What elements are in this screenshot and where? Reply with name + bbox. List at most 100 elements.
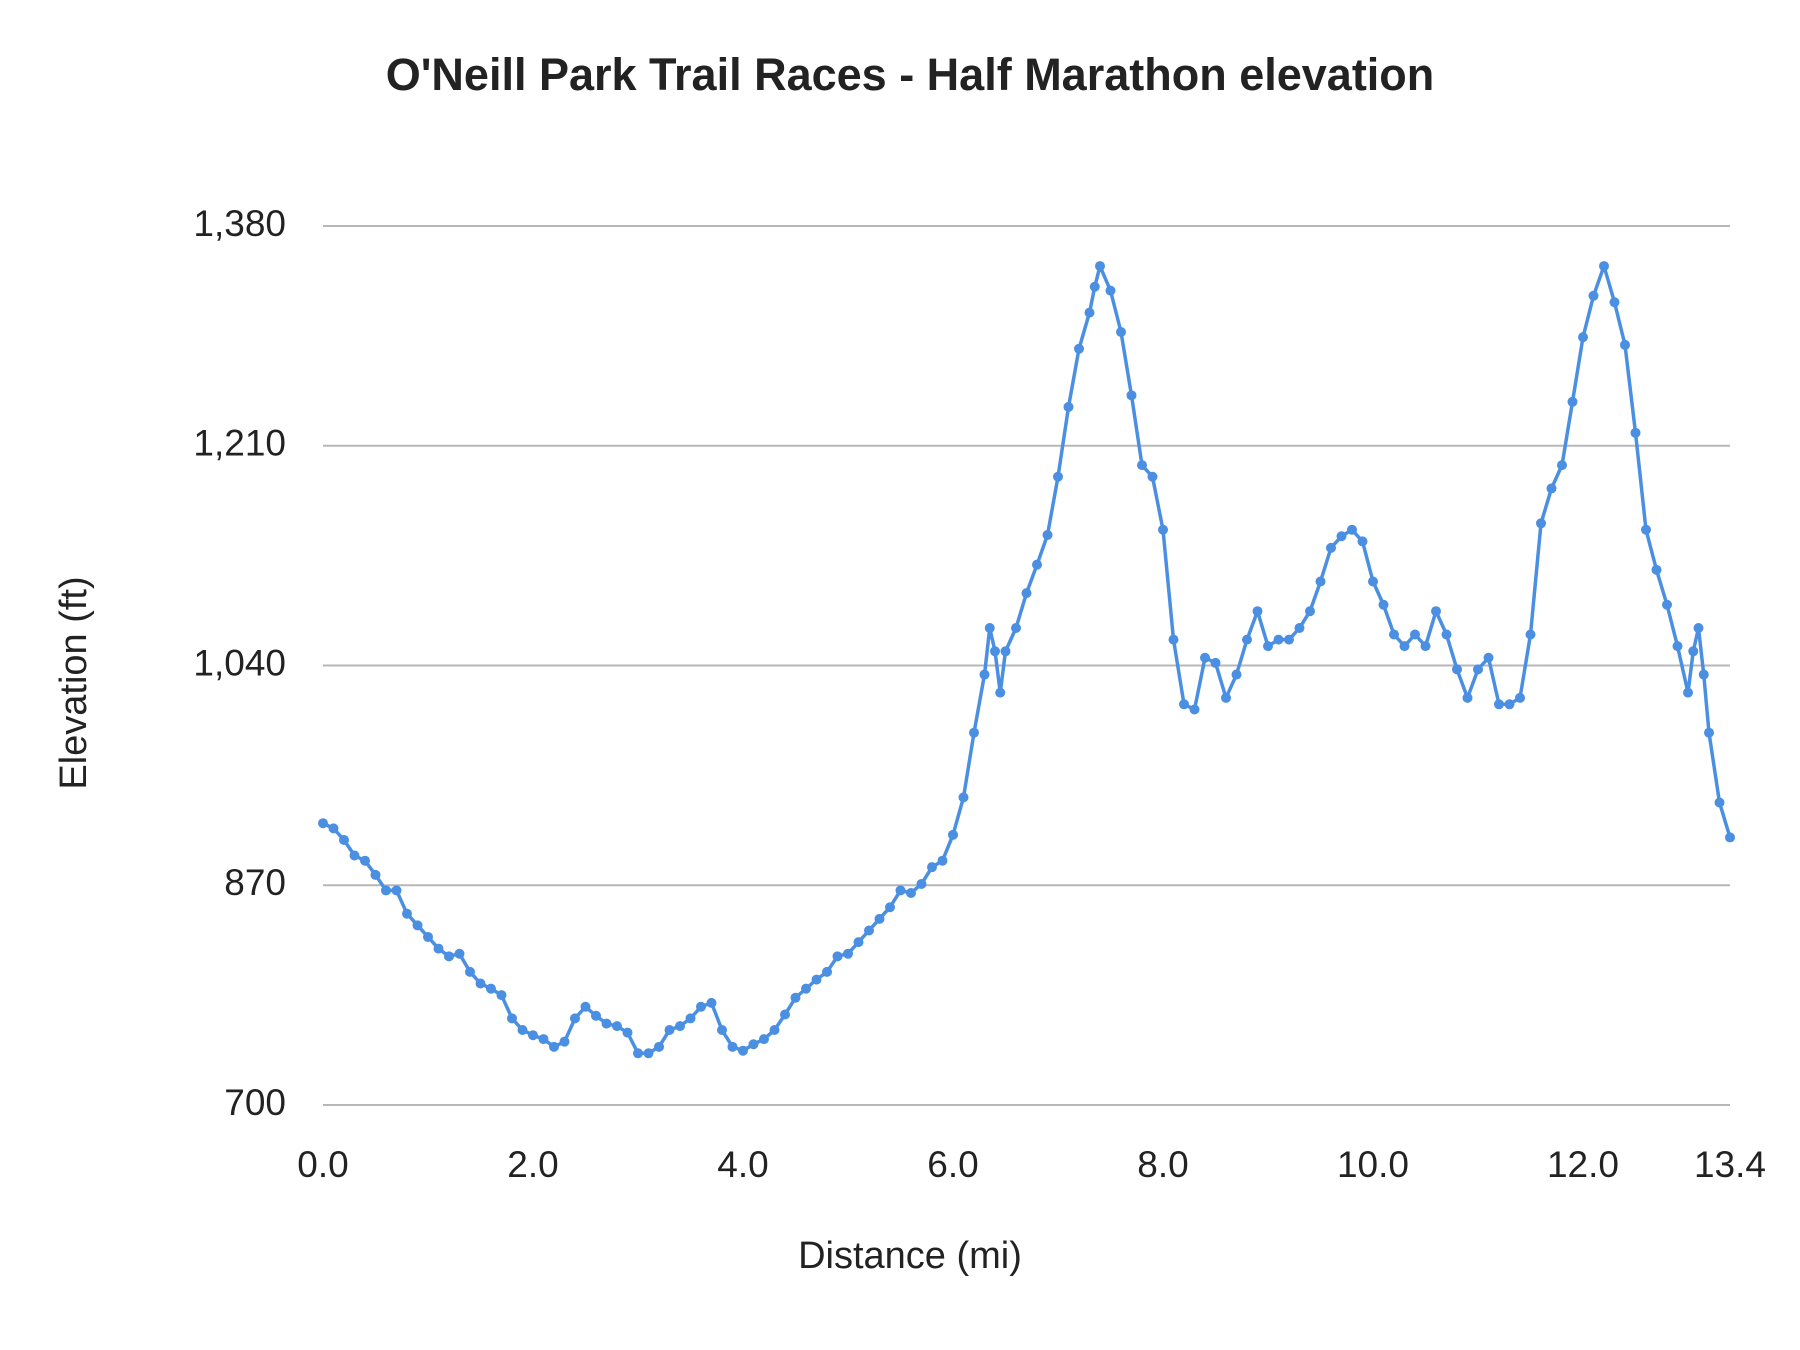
point — [1336, 531, 1347, 542]
point — [1074, 343, 1084, 354]
point — [675, 1021, 685, 1032]
point — [1725, 832, 1735, 843]
y-axis-title: Elevation (ft) — [53, 576, 95, 789]
point — [1567, 396, 1578, 407]
point — [622, 1027, 633, 1038]
point — [1494, 699, 1504, 710]
x-tick-label: 13.4 — [1694, 1144, 1766, 1185]
point — [1137, 460, 1147, 471]
point — [412, 920, 423, 931]
point — [349, 850, 360, 861]
point — [1095, 261, 1105, 272]
point — [1116, 326, 1126, 337]
point — [538, 1034, 549, 1045]
point — [1389, 629, 1399, 640]
point — [1609, 297, 1620, 308]
point — [528, 1030, 538, 1041]
point — [1599, 261, 1609, 272]
point — [727, 1041, 738, 1052]
point — [486, 983, 496, 994]
point — [1525, 629, 1536, 640]
point — [1651, 564, 1662, 575]
point — [1630, 427, 1641, 438]
point — [685, 1013, 696, 1024]
point — [1053, 471, 1063, 482]
point — [769, 1025, 780, 1036]
point — [1021, 588, 1032, 599]
point — [454, 948, 465, 959]
point — [885, 902, 895, 913]
x-tick-label: 6.0 — [927, 1144, 978, 1185]
point — [1305, 606, 1315, 617]
point — [832, 951, 843, 962]
point — [381, 885, 391, 896]
y-tick-label: 1,040 — [193, 642, 286, 683]
point — [937, 855, 948, 866]
point — [1063, 401, 1074, 412]
point — [559, 1036, 570, 1047]
point — [948, 829, 958, 840]
point — [1105, 285, 1116, 296]
point — [1462, 692, 1473, 703]
point — [1693, 623, 1704, 634]
y-tick-label: 700 — [224, 1082, 286, 1123]
point — [1011, 623, 1021, 634]
point — [1273, 634, 1284, 645]
point — [843, 948, 853, 959]
point — [1698, 669, 1709, 680]
point — [790, 992, 801, 1003]
point — [570, 1013, 580, 1024]
point — [1315, 576, 1326, 587]
point — [748, 1039, 759, 1050]
point — [1294, 623, 1305, 634]
point — [1557, 460, 1567, 471]
point — [1588, 290, 1599, 301]
point — [1221, 692, 1231, 703]
point — [738, 1045, 748, 1056]
point — [402, 908, 412, 919]
point — [1452, 664, 1462, 675]
point — [759, 1034, 769, 1045]
point — [1515, 692, 1525, 703]
point — [591, 1010, 601, 1021]
point — [1536, 518, 1546, 529]
point — [580, 1001, 591, 1012]
point — [801, 983, 811, 994]
point — [1084, 307, 1095, 318]
point — [654, 1041, 664, 1052]
point — [853, 937, 864, 948]
point — [391, 885, 402, 896]
chart-title: O'Neill Park Trail Races - Half Marathon… — [386, 49, 1435, 100]
point — [423, 931, 433, 942]
point — [475, 978, 486, 989]
point — [906, 888, 916, 899]
point — [1378, 599, 1389, 610]
point — [1441, 629, 1452, 640]
y-tick-label: 870 — [224, 862, 286, 903]
point — [1189, 704, 1200, 715]
point — [318, 818, 328, 829]
point — [1578, 332, 1588, 343]
point — [780, 1009, 790, 1020]
point — [612, 1021, 622, 1032]
point — [1688, 646, 1699, 657]
point — [1231, 669, 1242, 680]
point — [1641, 524, 1651, 535]
point — [1168, 634, 1179, 645]
point — [1483, 652, 1494, 663]
x-tick-label: 4.0 — [717, 1144, 768, 1185]
point — [601, 1018, 612, 1029]
x-tick-label: 12.0 — [1547, 1144, 1619, 1185]
point — [1179, 699, 1189, 710]
y-tick-label: 1,380 — [193, 203, 286, 244]
point — [1000, 646, 1011, 657]
x-tick-label: 0.0 — [297, 1144, 348, 1185]
point — [916, 878, 927, 889]
point — [328, 823, 339, 834]
point — [717, 1025, 727, 1036]
point — [864, 925, 874, 936]
x-tick-label: 10.0 — [1337, 1144, 1409, 1185]
point — [1200, 652, 1210, 663]
point — [465, 966, 475, 977]
